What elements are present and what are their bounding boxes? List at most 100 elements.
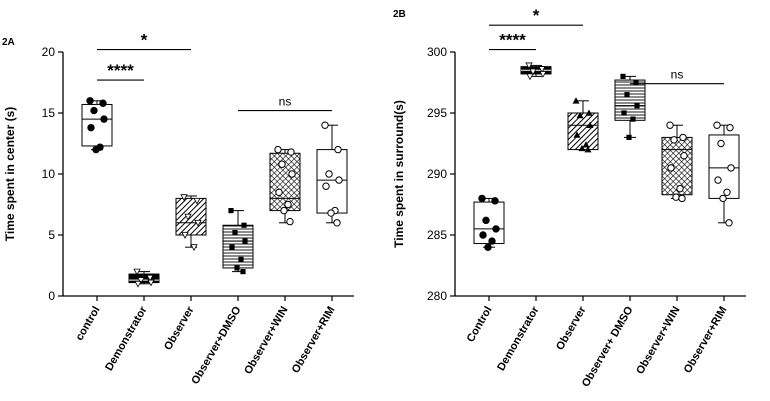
data-point	[280, 206, 288, 215]
data-point	[147, 279, 155, 287]
box-observer-dmso	[222, 208, 254, 275]
data-point	[525, 62, 533, 70]
box-observer-dmso	[614, 73, 646, 140]
data-point	[325, 170, 333, 178]
data-point	[626, 134, 632, 140]
data-point	[238, 256, 244, 262]
y-axis-label: Time spent in surround(s)	[392, 100, 406, 248]
significance-bracket: ns	[238, 95, 332, 112]
panel-label: 2A	[2, 37, 15, 48]
box-body	[316, 149, 348, 214]
data-point	[335, 176, 343, 184]
data-point	[667, 164, 675, 172]
data-point	[92, 145, 100, 154]
data-point	[488, 237, 496, 245]
significance-bracket: ****	[489, 31, 536, 51]
data-point	[180, 194, 188, 202]
data-point	[670, 136, 678, 144]
significance-label: ns	[671, 68, 684, 82]
data-point	[181, 232, 189, 239]
significance-bracket: ns	[630, 68, 724, 85]
data-point	[275, 188, 283, 197]
data-point	[322, 182, 330, 190]
data-point	[288, 170, 296, 178]
data-point	[717, 139, 725, 148]
data-point	[578, 144, 586, 152]
data-point	[620, 73, 626, 79]
data-point	[482, 216, 490, 225]
x-tick-label: Control	[465, 305, 495, 345]
x-tick-label: Demonstrator	[103, 304, 150, 373]
data-point	[633, 79, 639, 86]
data-point	[526, 73, 534, 81]
data-point	[573, 131, 581, 138]
significance-label: ****	[499, 31, 526, 50]
data-point	[713, 121, 721, 129]
data-point	[680, 152, 688, 160]
data-point	[334, 145, 342, 154]
data-point	[723, 188, 731, 197]
data-point	[719, 194, 727, 203]
box-body	[175, 197, 207, 236]
data-point	[529, 68, 537, 76]
box-body	[269, 152, 301, 212]
data-point	[492, 225, 500, 233]
data-point	[194, 219, 202, 227]
data-point	[585, 109, 593, 116]
data-point	[274, 145, 282, 154]
y-tick-label: 285	[427, 228, 447, 242]
y-tick-label: 0	[48, 289, 55, 303]
data-point	[539, 71, 547, 78]
y-tick-label: 10	[42, 167, 56, 181]
data-point	[727, 164, 735, 172]
data-point	[726, 123, 734, 132]
y-tick-label: 15	[42, 106, 56, 120]
data-point	[484, 243, 492, 251]
x-tick-label: Observer+RIM	[290, 305, 338, 376]
box-observer-rim	[708, 121, 740, 227]
box-body	[661, 136, 693, 196]
box-demonstrator	[520, 62, 552, 81]
y-tick-label: 280	[427, 289, 447, 303]
box-control	[81, 97, 113, 154]
data-point	[232, 229, 238, 236]
significance-label: *	[141, 31, 148, 50]
y-tick-label: 295	[427, 106, 447, 120]
box-observer	[567, 97, 599, 153]
data-point	[678, 194, 686, 203]
data-point	[666, 121, 674, 129]
data-point	[584, 146, 592, 153]
data-point	[99, 99, 107, 107]
data-point	[228, 208, 234, 214]
data-point	[100, 115, 108, 123]
data-point	[327, 209, 335, 217]
data-point	[242, 238, 248, 244]
data-point	[586, 121, 594, 128]
box-observer-win	[269, 145, 301, 226]
box-body	[222, 224, 254, 269]
data-point	[634, 103, 640, 109]
y-tick-label: 300	[427, 45, 447, 59]
data-point	[491, 197, 499, 205]
data-point	[321, 121, 329, 129]
data-point	[624, 92, 630, 98]
data-point	[582, 141, 590, 148]
chart-panel-2b: 2B 280 285 290 295 300 Time spent in surround(…	[392, 6, 746, 389]
data-point	[621, 110, 627, 116]
significance-bracket: *	[489, 6, 583, 26]
data-point	[630, 116, 636, 122]
significance-label: ns	[279, 95, 292, 109]
y-tick-label: 20	[42, 45, 56, 59]
x-tick-label: Observer+ DMSO	[580, 304, 636, 389]
significance-label: *	[533, 6, 540, 25]
data-point	[241, 222, 247, 228]
data-point	[676, 184, 684, 193]
y-axis-label: Time spent in center (s)	[3, 107, 17, 241]
data-point	[672, 193, 680, 201]
data-point	[137, 277, 145, 284]
box-demonstrator	[128, 268, 160, 288]
significance-bracket: *	[97, 31, 191, 51]
data-point	[234, 265, 240, 271]
data-point	[133, 268, 141, 276]
data-point	[87, 123, 95, 132]
